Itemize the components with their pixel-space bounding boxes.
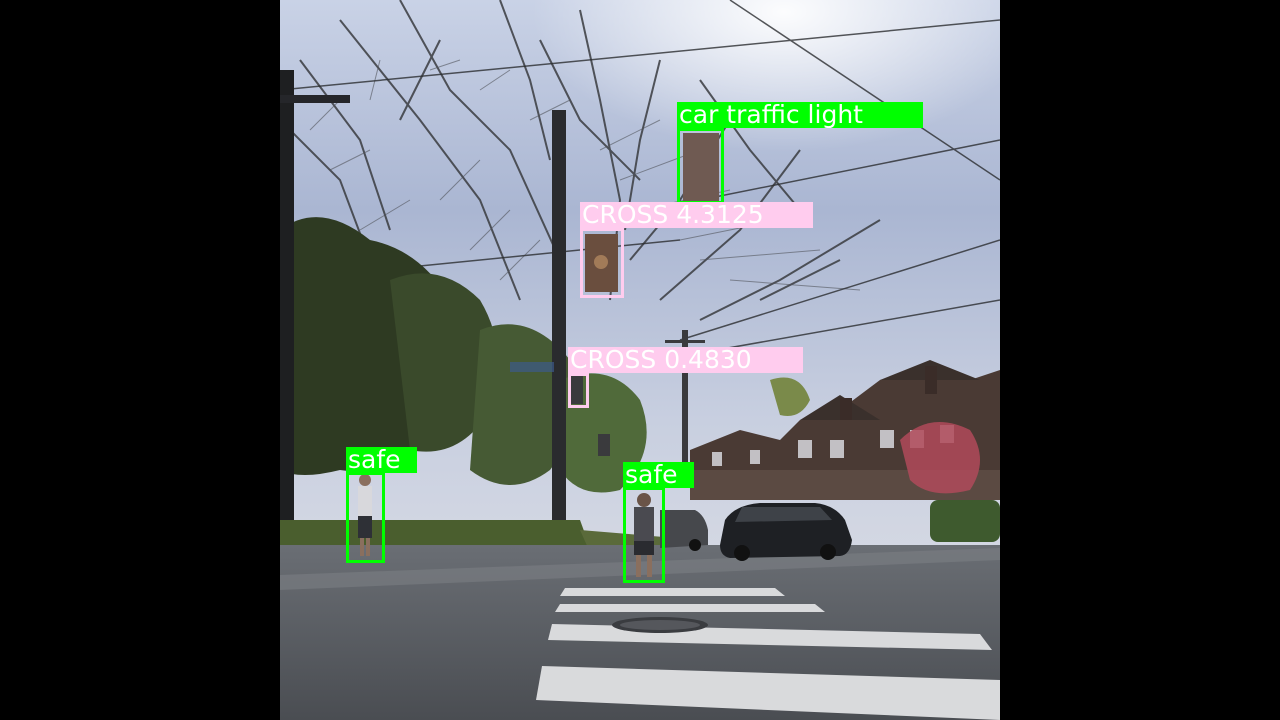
detection-label-safe-left: safe bbox=[346, 447, 417, 473]
detection-label-cross-low: CROSS 0.4830 bbox=[568, 347, 803, 373]
detection-label-car-traffic-light: car traffic light bbox=[677, 102, 923, 128]
detection-box-safe-left bbox=[346, 472, 385, 563]
detection-label-safe-center: safe bbox=[623, 462, 694, 488]
detection-box-cross-high bbox=[580, 228, 624, 298]
detection-label-cross-high: CROSS 4.3125 bbox=[580, 202, 813, 228]
detection-box-cross-low bbox=[568, 373, 589, 408]
detection-box-car-traffic-light bbox=[677, 128, 724, 204]
street-scene-illustration bbox=[280, 0, 1000, 720]
detection-box-safe-center bbox=[623, 487, 665, 583]
street-scene-photo bbox=[280, 0, 1000, 720]
